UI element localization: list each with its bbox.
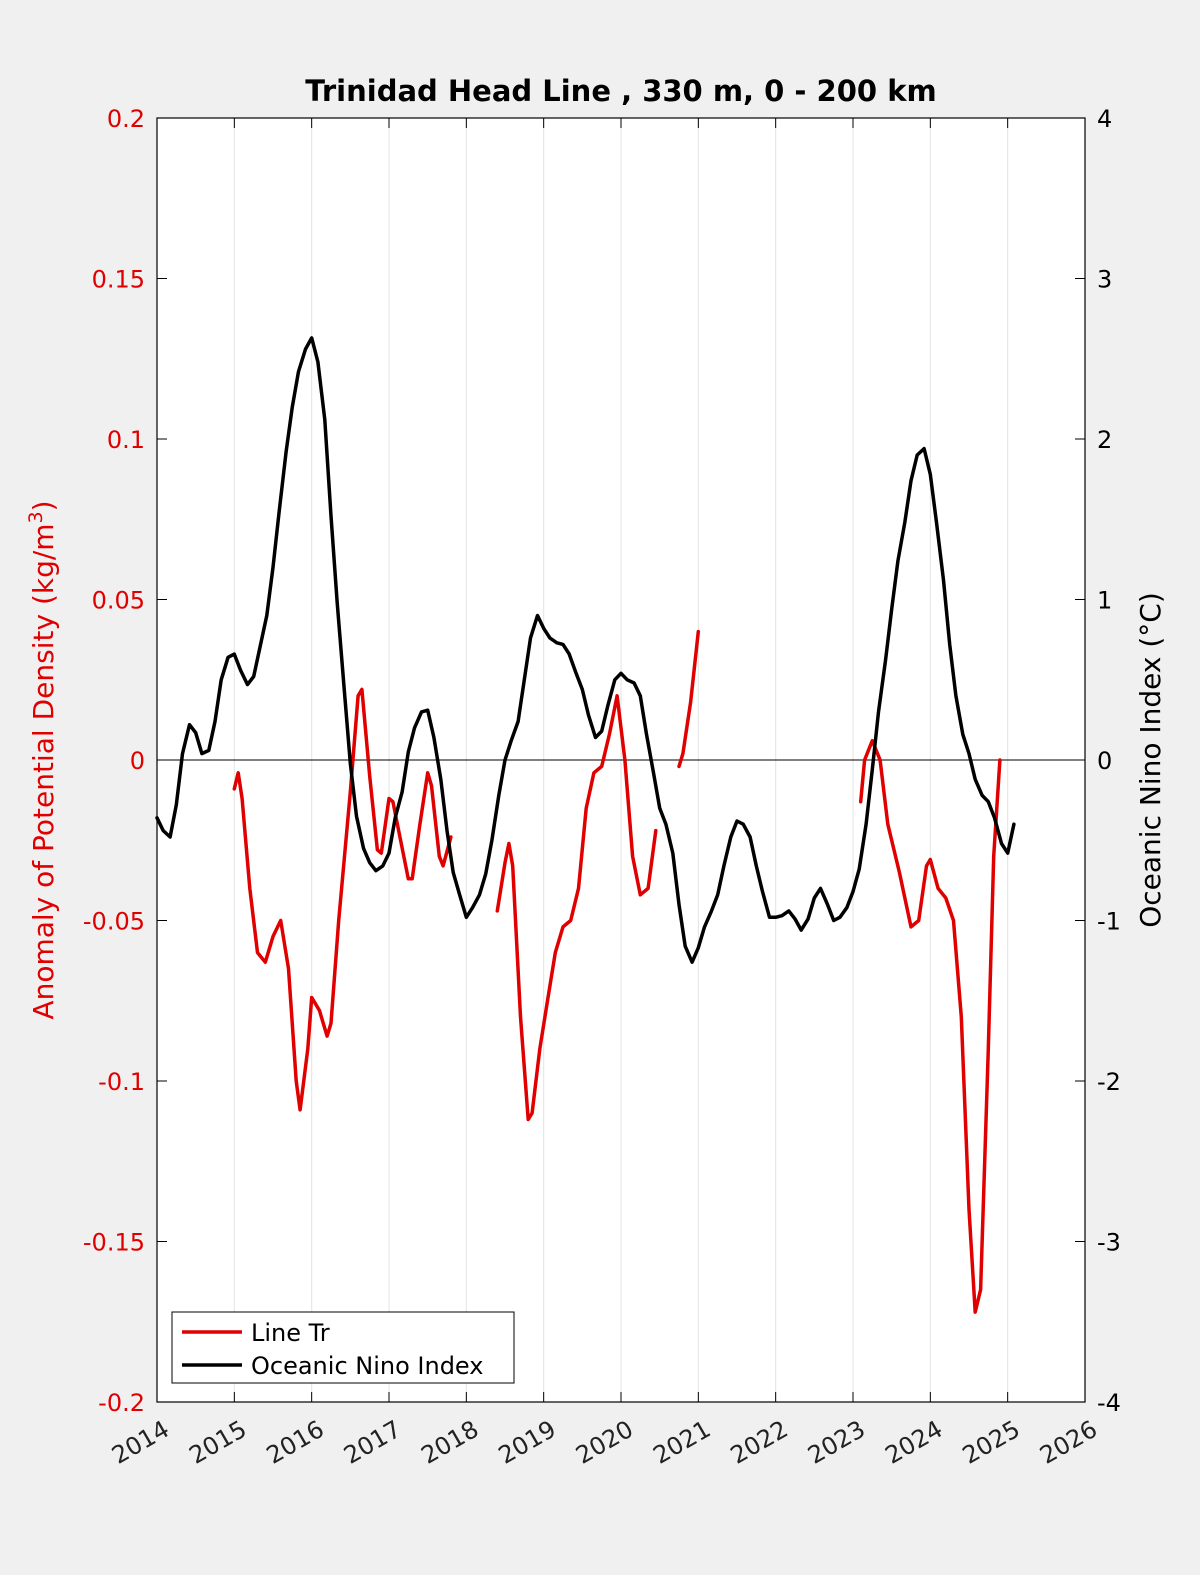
x-tick-label: 2024 <box>880 1415 947 1470</box>
y-left-tick-label: 0.2 <box>107 105 145 133</box>
x-tick-label: 2022 <box>726 1415 793 1470</box>
y-left-tick-label: 0 <box>130 747 145 775</box>
y-left-tick-label: -0.2 <box>98 1389 145 1417</box>
x-tick-label: 2025 <box>958 1415 1025 1470</box>
y-left-tick-label: -0.1 <box>98 1068 145 1096</box>
y-right-tick-label: 1 <box>1097 587 1112 615</box>
legend-label-line-tr: Line Tr <box>251 1319 330 1347</box>
x-tick-label: 2023 <box>803 1415 870 1470</box>
series-group <box>155 336 1016 1314</box>
x-tick-label: 2014 <box>107 1415 174 1470</box>
y-axis-left-label-superscript: 3 <box>25 511 47 523</box>
x-tick-label: 2017 <box>339 1415 406 1470</box>
x-tick-label: 2020 <box>571 1415 638 1470</box>
y-axis-right-label: Oceanic Nino Index (°C) <box>1134 592 1167 928</box>
y-right-tick-label: 2 <box>1097 426 1112 454</box>
legend-box <box>171 1311 515 1384</box>
x-tick-label: 2021 <box>648 1415 715 1470</box>
y-left-tick-label: -0.15 <box>83 1229 145 1257</box>
y-left-tick-label: 0.1 <box>107 426 145 454</box>
y-right-tick-label: -3 <box>1097 1229 1121 1257</box>
line-tr-series-segment-3 <box>858 738 1002 1314</box>
x-tick-label: 2026 <box>1035 1415 1102 1470</box>
y-left-tick-label: 0.05 <box>92 587 145 615</box>
legend: Line Tr Oceanic Nino Index <box>171 1311 515 1384</box>
y-right-tick-label: -2 <box>1097 1068 1121 1096</box>
line-tr-series-segment-2 <box>677 629 701 769</box>
line-tr-series-segment-1 <box>495 694 658 1122</box>
tick-marks <box>156 117 1086 1403</box>
y-right-tick-label: -4 <box>1097 1389 1121 1417</box>
y-left-tick-label: 0.15 <box>92 266 145 294</box>
chart-title: Trinidad Head Line , 330 m, 0 - 200 km <box>305 74 936 108</box>
y-right-tick-label: 0 <box>1097 747 1112 775</box>
y-axis-left-label: Anomaly of Potential Density (kg/m3) <box>25 500 60 1019</box>
y-right-tick-label: 4 <box>1097 105 1112 133</box>
x-tick-label: 2016 <box>262 1415 329 1470</box>
y-left-tick-label: -0.05 <box>83 908 145 936</box>
y-right-tick-label: -1 <box>1097 908 1121 936</box>
oni-series-segment-0 <box>155 336 1016 964</box>
x-tick-label: 2019 <box>494 1415 561 1470</box>
line-tr-series-segment-0 <box>232 687 453 1112</box>
x-tick-label: 2015 <box>184 1415 251 1470</box>
x-tick-label: 2018 <box>416 1415 483 1470</box>
y-right-tick-label: 3 <box>1097 266 1112 294</box>
legend-label-oni: Oceanic Nino Index <box>251 1352 483 1380</box>
